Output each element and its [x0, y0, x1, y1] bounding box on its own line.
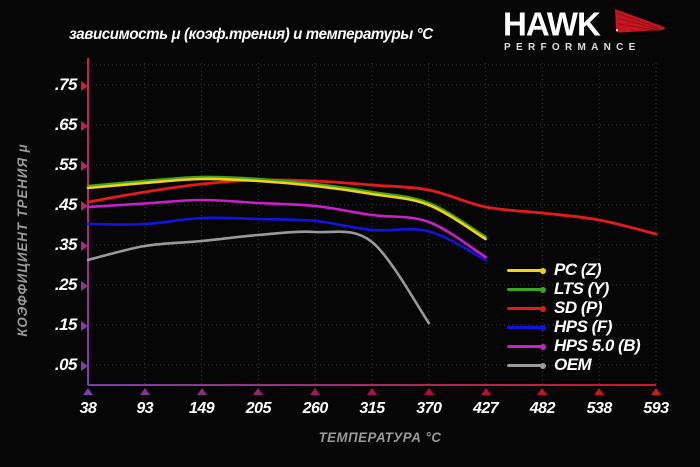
svg-text:PERFORMANCE: PERFORMANCE [504, 42, 641, 53]
svg-text:HAWK: HAWK [503, 6, 601, 43]
